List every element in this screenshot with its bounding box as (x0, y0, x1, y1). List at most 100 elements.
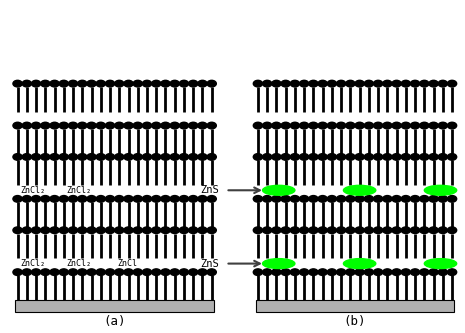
Circle shape (411, 80, 420, 87)
Text: ZnCl₂: ZnCl₂ (20, 259, 45, 268)
Circle shape (327, 227, 337, 233)
Circle shape (383, 227, 392, 233)
Circle shape (373, 227, 383, 233)
Circle shape (401, 269, 411, 275)
Circle shape (152, 154, 161, 160)
Text: ZnCl₂: ZnCl₂ (66, 186, 91, 195)
Circle shape (142, 269, 152, 275)
Circle shape (189, 80, 198, 87)
Circle shape (318, 227, 327, 233)
Circle shape (364, 122, 373, 129)
Circle shape (207, 227, 216, 233)
Circle shape (22, 122, 32, 129)
Circle shape (152, 227, 161, 233)
Circle shape (364, 269, 373, 275)
Circle shape (152, 195, 161, 202)
Circle shape (392, 122, 401, 129)
Circle shape (281, 269, 290, 275)
Circle shape (13, 227, 22, 233)
Circle shape (68, 122, 78, 129)
Circle shape (299, 80, 309, 87)
Circle shape (318, 195, 327, 202)
Circle shape (13, 122, 22, 129)
Circle shape (106, 227, 115, 233)
Circle shape (318, 154, 327, 160)
Circle shape (142, 122, 152, 129)
Circle shape (429, 269, 438, 275)
Circle shape (290, 80, 299, 87)
Circle shape (96, 154, 106, 160)
Circle shape (281, 80, 290, 87)
Circle shape (429, 80, 438, 87)
Circle shape (133, 122, 142, 129)
Circle shape (198, 80, 207, 87)
Circle shape (87, 269, 96, 275)
Circle shape (447, 227, 457, 233)
Circle shape (318, 269, 327, 275)
Circle shape (337, 122, 346, 129)
Circle shape (373, 269, 383, 275)
Circle shape (78, 269, 87, 275)
Circle shape (420, 269, 429, 275)
Circle shape (87, 154, 96, 160)
Circle shape (337, 195, 346, 202)
Circle shape (22, 227, 32, 233)
Circle shape (355, 154, 364, 160)
Circle shape (189, 227, 198, 233)
Circle shape (133, 80, 142, 87)
Circle shape (115, 195, 124, 202)
Circle shape (272, 227, 281, 233)
Circle shape (59, 269, 68, 275)
Circle shape (290, 227, 299, 233)
Circle shape (290, 195, 299, 202)
Circle shape (87, 80, 96, 87)
Circle shape (318, 122, 327, 129)
Circle shape (40, 195, 50, 202)
Circle shape (87, 227, 96, 233)
Circle shape (207, 195, 216, 202)
Circle shape (189, 195, 198, 202)
Circle shape (87, 122, 96, 129)
Circle shape (263, 227, 272, 233)
Circle shape (429, 227, 438, 233)
Circle shape (411, 227, 420, 233)
Circle shape (96, 80, 106, 87)
Circle shape (401, 195, 411, 202)
Circle shape (161, 227, 170, 233)
Circle shape (438, 269, 447, 275)
Circle shape (124, 269, 133, 275)
Circle shape (161, 269, 170, 275)
Circle shape (32, 80, 40, 87)
Circle shape (124, 227, 133, 233)
Circle shape (115, 154, 124, 160)
Circle shape (106, 269, 115, 275)
Circle shape (13, 80, 22, 87)
Circle shape (438, 80, 447, 87)
Circle shape (87, 195, 96, 202)
Circle shape (253, 195, 263, 202)
Circle shape (50, 80, 59, 87)
Circle shape (179, 122, 189, 129)
Circle shape (152, 122, 161, 129)
Circle shape (207, 269, 216, 275)
Circle shape (40, 154, 50, 160)
Circle shape (447, 154, 457, 160)
Circle shape (346, 154, 355, 160)
Circle shape (411, 122, 420, 129)
Circle shape (299, 227, 309, 233)
Circle shape (299, 269, 309, 275)
Circle shape (170, 154, 179, 160)
Circle shape (198, 154, 207, 160)
Circle shape (420, 154, 429, 160)
Circle shape (272, 122, 281, 129)
Circle shape (179, 227, 189, 233)
Circle shape (124, 80, 133, 87)
Circle shape (411, 154, 420, 160)
Circle shape (179, 80, 189, 87)
Circle shape (68, 154, 78, 160)
Circle shape (447, 195, 457, 202)
Ellipse shape (425, 259, 457, 268)
Circle shape (438, 154, 447, 160)
Circle shape (59, 80, 68, 87)
Circle shape (420, 227, 429, 233)
